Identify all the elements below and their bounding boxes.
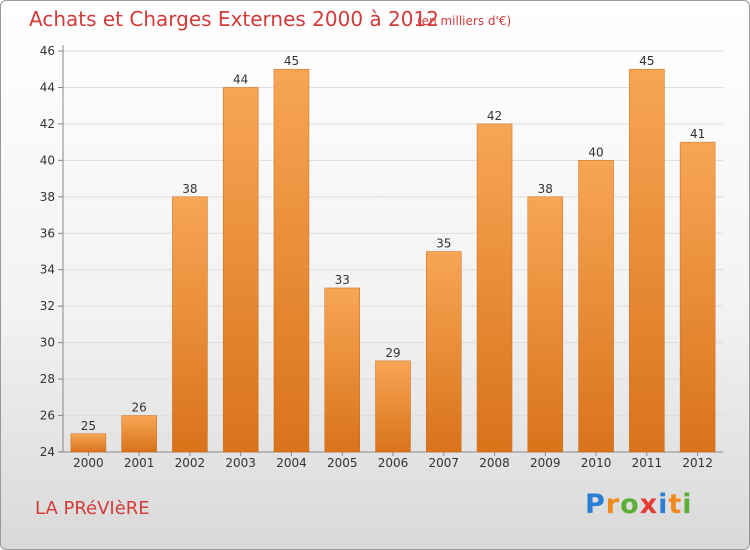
data-label: 42 xyxy=(487,109,502,123)
y-tick-label: 34 xyxy=(40,263,55,277)
logo-letter: t xyxy=(668,489,683,520)
x-tick-label: 2005 xyxy=(327,456,358,470)
data-label: 44 xyxy=(233,72,248,86)
data-label: 40 xyxy=(588,145,603,159)
logo-letter: P xyxy=(585,489,606,520)
data-label: 29 xyxy=(385,346,400,360)
bar xyxy=(172,196,208,453)
place-name: LA PRéVIèRE xyxy=(35,498,150,519)
x-tick-label: 2009 xyxy=(530,456,561,470)
data-label: 33 xyxy=(335,273,350,287)
y-tick-label: 28 xyxy=(40,372,55,386)
x-tick-label: 2010 xyxy=(581,456,612,470)
y-tick-label: 36 xyxy=(40,226,55,240)
data-label: 45 xyxy=(639,54,654,68)
bar xyxy=(679,141,716,453)
bars xyxy=(70,68,716,453)
logo-letter: r xyxy=(605,489,621,520)
logo-letter: i xyxy=(682,489,693,520)
bar xyxy=(375,360,411,453)
bar xyxy=(476,123,513,453)
x-tick-label: 2002 xyxy=(175,456,206,470)
bar xyxy=(527,196,564,453)
bar xyxy=(578,160,614,453)
data-label: 45 xyxy=(284,54,299,68)
x-tick-label: 2006 xyxy=(378,456,409,470)
y-tick-label: 42 xyxy=(40,117,55,131)
bar xyxy=(70,433,107,453)
labels: 24 26 28 30 32 34 36 38 40 42 44 46 25 2000 26 2001 38 20… xyxy=(40,44,713,470)
x-tick-label: 2007 xyxy=(428,456,459,470)
chart-title: Achats et Charges Externes 2000 à 2012 xyxy=(29,7,439,31)
y-tick-label: 26 xyxy=(40,409,55,423)
x-tick-label: 2001 xyxy=(124,456,155,470)
logo-letter: x xyxy=(639,489,659,520)
y-tick-label: 38 xyxy=(40,190,55,204)
proxiti-logo: Proxiti xyxy=(585,489,693,520)
bar xyxy=(629,68,665,453)
logo-letter: o xyxy=(620,489,640,520)
data-label: 38 xyxy=(182,182,197,196)
bar xyxy=(324,287,360,453)
x-tick-label: 2004 xyxy=(276,456,307,470)
data-label: 26 xyxy=(132,401,147,415)
bar xyxy=(222,87,259,453)
logo-letter: i xyxy=(658,489,669,520)
x-tick-label: 2011 xyxy=(632,456,663,470)
y-tick-label: 46 xyxy=(40,44,55,58)
x-tick-label: 2003 xyxy=(225,456,256,470)
data-label: 25 xyxy=(81,419,96,433)
bar xyxy=(426,251,462,453)
data-label: 38 xyxy=(538,182,553,196)
y-tick-label: 40 xyxy=(40,153,55,167)
x-tick-label: 2008 xyxy=(479,456,510,470)
bar xyxy=(273,68,310,453)
y-tick-label: 30 xyxy=(40,336,55,350)
bar xyxy=(121,415,157,453)
x-tick-label: 2012 xyxy=(682,456,713,470)
data-label: 35 xyxy=(436,237,451,251)
data-label: 41 xyxy=(690,127,705,141)
chart-subtitle: (en milliers d'€) xyxy=(417,14,512,28)
y-tick-label: 44 xyxy=(40,80,55,94)
x-tick-label: 2000 xyxy=(73,456,104,470)
y-tick-label: 32 xyxy=(40,299,55,313)
y-tick-label: 24 xyxy=(40,445,55,459)
